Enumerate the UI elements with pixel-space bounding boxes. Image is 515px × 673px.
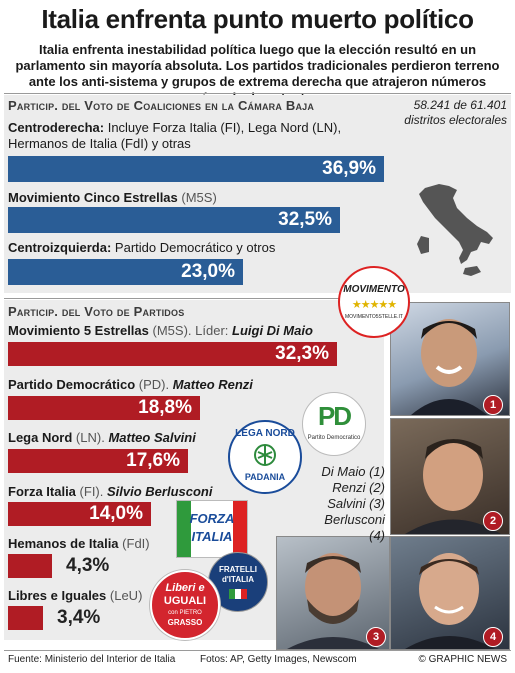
bar-2: [8, 207, 340, 233]
coalition-label-1: Centroderecha: Incluye Forza Italia (FI)…: [8, 120, 342, 151]
graphic-credit: © GRAPHIC NEWS: [418, 654, 508, 665]
data-label: 14,0%: [89, 503, 143, 524]
data-label: 18,8%: [138, 397, 192, 418]
bar-1: [8, 156, 384, 182]
divider: [4, 298, 384, 299]
bar-1: [8, 342, 337, 366]
data-label: 4,3%: [66, 555, 110, 576]
bar-3: [8, 449, 188, 473]
coalition-label-3: Centroizquierda: Partido Democrático y o…: [8, 240, 276, 255]
photo-badge: 1: [483, 395, 503, 415]
photo-badge: 4: [483, 627, 503, 647]
italy-map: [417, 184, 493, 276]
party-label-4: Forza Italia (FI). Silvio Berlusconi: [8, 484, 213, 499]
data-label: 17,6%: [126, 450, 180, 471]
party-label-1: Movimiento 5 Estrellas (M5S). Líder: Lui…: [8, 323, 313, 338]
data-label: 32,3%: [275, 343, 329, 364]
source-note: Fuente: Ministerio del Interior de Itali…: [8, 654, 176, 665]
coalition-heading: Particip. del Voto de Coaliciones en la …: [8, 98, 315, 113]
photo-badge: 2: [483, 511, 503, 531]
data-label: 36,9%: [322, 158, 376, 179]
bar-6: [8, 606, 43, 630]
bar-2: [8, 396, 200, 420]
bar-5: [8, 554, 52, 578]
leu-logo: Liberi e UGUALI con PIETRO GRASSO: [150, 570, 220, 640]
m5s-logo: MOVIMENTO ★★★★★ MOVIMENTO5STELLE.IT: [338, 266, 410, 338]
bar-4: [8, 502, 151, 526]
districts-note: 58.241 de 61.401 distritos electorales: [404, 98, 507, 127]
party-label-3: Lega Nord (LN). Matteo Salvini: [8, 430, 196, 445]
data-label: 3,4%: [57, 607, 101, 628]
photo-badge: 3: [366, 627, 386, 647]
pd-logo: PD Partito Democratico: [302, 392, 366, 456]
data-label: 23,0%: [181, 261, 235, 282]
party-label-6: Libres e Iguales (LeU): [8, 588, 143, 603]
party-label-5: Hemanos de Italia (FdI): [8, 536, 150, 551]
party-label-2: Partido Democrático (PD). Matteo Renzi: [8, 377, 253, 392]
data-label: 32,5%: [278, 209, 332, 230]
divider: [4, 93, 511, 94]
forza-italia-logo: FORZA ITALIA: [176, 500, 248, 558]
coalition-label-2: Movimiento Cinco Estrellas (M5S): [8, 190, 217, 205]
photo-credit: Fotos: AP, Getty Images, Newscom: [200, 654, 357, 665]
bar-3: [8, 259, 243, 285]
party-heading: Particip. del Voto de Partidos: [8, 304, 185, 319]
page-title: Italia enfrenta punto muerto político: [41, 4, 474, 34]
divider: [4, 650, 511, 651]
lega-logo: LEGA NORD PADANIA: [228, 420, 302, 494]
leaders-legend: Di Maio (1) Renzi (2) Salvini (3) Berlus…: [321, 464, 385, 543]
